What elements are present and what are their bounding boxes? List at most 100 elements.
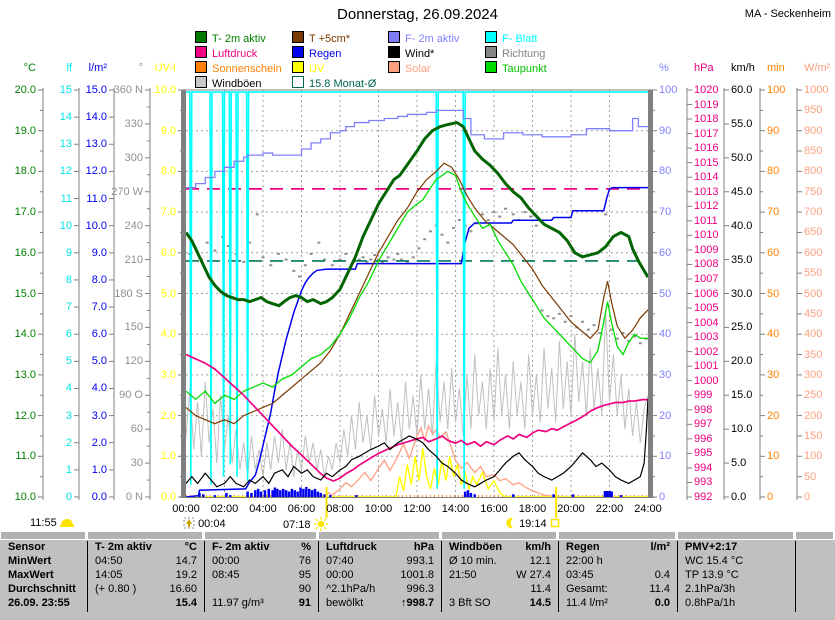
axis-tick-label: 240 xyxy=(124,219,143,232)
legend-swatch-windb-en xyxy=(195,76,207,88)
sensor-summary-table: Sensor MinWert MaxWert Durchschnitt 26.09. 2… xyxy=(0,540,835,620)
axis-tick-label: 10.0 xyxy=(731,423,753,436)
legend-swatch-regen xyxy=(292,46,304,58)
table-cell-label: 2.1hPa/3h xyxy=(685,583,736,595)
axis-tick-label: 6 xyxy=(65,328,72,341)
time-tick-label: 10:00 xyxy=(364,503,393,515)
table-divider xyxy=(204,541,205,612)
axis-tick-label: 2.0 xyxy=(91,436,107,449)
time-tick-label: 22:00 xyxy=(595,503,624,515)
axis-tick-label: 1 xyxy=(65,463,72,476)
axis-tick-label: 5.0 xyxy=(91,355,107,368)
axis-tick-label: 50.0 xyxy=(731,151,753,164)
axis-unit-label: hPa xyxy=(694,62,714,74)
table-cell-label: 22:00 h xyxy=(566,555,603,567)
axis-tick-label: 15 xyxy=(59,84,72,96)
axis-tick-label: 10.0 xyxy=(85,219,107,232)
table-col-unit: % xyxy=(301,541,311,553)
legend-item: T +5cm* xyxy=(292,31,350,45)
legend-item: Luftdruck xyxy=(195,46,258,60)
table-top-strip xyxy=(442,532,556,539)
axis-tick-label: 7.0 xyxy=(160,206,176,219)
table-divider xyxy=(558,541,559,612)
legend-label: Solar xyxy=(405,63,431,75)
legend-swatch-wind- xyxy=(388,46,400,58)
table-top-strip xyxy=(796,532,833,539)
legend-swatch-t-5cm- xyxy=(292,31,304,43)
legend-item: Sonnenschein xyxy=(195,61,282,75)
legend-swatch-solar xyxy=(388,61,400,73)
table-cell-value: 91 xyxy=(298,597,311,609)
table-cell-value: 993.1 xyxy=(406,555,434,567)
axis-tick-label: 5.0 xyxy=(160,287,176,300)
axis-tick-label: 50 xyxy=(767,287,780,300)
table-row-label: MinWert xyxy=(8,555,52,567)
axis-tick-label: 850 xyxy=(804,145,823,158)
time-tick-label: 06:00 xyxy=(287,503,316,515)
axis-tick-label: 15.0 xyxy=(85,84,107,96)
axis-tick-label: 500 xyxy=(804,287,823,300)
legend-label: Windböen xyxy=(212,78,262,90)
time-tick-label: 24:00 xyxy=(634,503,662,515)
legend-label: Taupunkt xyxy=(502,63,547,75)
axis-tick-label: 450 xyxy=(804,307,823,320)
axis-tick-label: 1.0 xyxy=(91,463,107,476)
table-col-unit: l/m² xyxy=(650,541,670,553)
table-cell-label: 04:50 xyxy=(95,555,123,567)
axis-tick-label: 19.0 xyxy=(14,124,36,137)
axis-tick-label: 30 xyxy=(659,368,672,381)
axis-unit-label: W/m² xyxy=(804,62,831,74)
axis-tick-label: 40.0 xyxy=(731,219,753,232)
legend-label: F- Blatt xyxy=(502,33,538,45)
axis-tick-label: 650 xyxy=(804,226,823,239)
daylength-value: 11:55 xyxy=(30,517,57,529)
axis-tick-label: 1013 xyxy=(694,185,719,198)
axis-tick-label: 60 xyxy=(130,423,143,436)
table-cell-value: 16.60 xyxy=(169,583,197,595)
table-divider xyxy=(677,541,678,612)
axis-tick-label: 5.0 xyxy=(731,457,747,470)
axis-tick-label: 3.0 xyxy=(160,368,176,381)
legend-swatch-uv xyxy=(292,61,304,73)
sunrise-marker: 07:18 xyxy=(283,517,328,531)
axis-tick-label: 6.0 xyxy=(91,328,107,341)
axis-tick-label: 11.0 xyxy=(86,192,107,205)
axis-tick-label: 60.0 xyxy=(731,84,753,96)
axis-tick-label: 20.0 xyxy=(731,355,753,368)
axis-tick-label: 6.0 xyxy=(160,246,176,259)
legend-label: F- 2m aktiv xyxy=(405,33,460,45)
axis-tick-label: 10 xyxy=(59,219,72,232)
table-divider xyxy=(87,541,88,612)
legend-item: Regen xyxy=(292,46,341,60)
axis-tick-label: 1002 xyxy=(694,345,719,358)
axis-tick-label: 900 xyxy=(804,124,823,137)
table-cell-label: 00:00 xyxy=(212,555,240,567)
axis-tick-label: 10 xyxy=(767,450,780,463)
axis-tick-label: 180 S xyxy=(114,287,143,300)
sunset-time: 19:14 xyxy=(519,518,547,530)
axis-tick-label: 300 xyxy=(124,151,143,164)
axis-tick-label: 3.0 xyxy=(91,409,107,422)
axis-tick-label: 994 xyxy=(694,461,713,474)
axis-tick-label: 1020 xyxy=(694,84,719,96)
axis-tick-label: 2.0 xyxy=(160,409,176,422)
axis-tick-label: 14 xyxy=(59,111,72,124)
sunset-marker: 19:14 xyxy=(506,517,561,530)
axis-tick-label: 70 xyxy=(767,206,780,219)
axis-tick-label: 10.0 xyxy=(154,84,176,96)
legend-item: T- 2m aktiv xyxy=(195,31,266,45)
axis-tick-label: 1008 xyxy=(694,258,719,271)
axis-tick-label: 100 xyxy=(767,84,786,96)
axis-unit-label: km/h xyxy=(731,62,755,74)
axis-tick-label: 4.0 xyxy=(91,382,107,395)
axis-tick-label: 1004 xyxy=(694,316,719,329)
table-cell-label: 11.97 g/m³ xyxy=(212,597,264,609)
axis-tick-label: 550 xyxy=(804,267,823,280)
axis-unit-label: l/m² xyxy=(88,62,107,74)
legend-label: Luftdruck xyxy=(212,48,258,60)
axis-tick-label: 600 xyxy=(804,246,823,259)
table-cell-value: 15.4 xyxy=(175,597,197,609)
axis-tick-label: 120 xyxy=(124,355,143,368)
time-tick-label: 02:00 xyxy=(210,503,239,515)
axis-tick-label: 1009 xyxy=(694,243,719,256)
